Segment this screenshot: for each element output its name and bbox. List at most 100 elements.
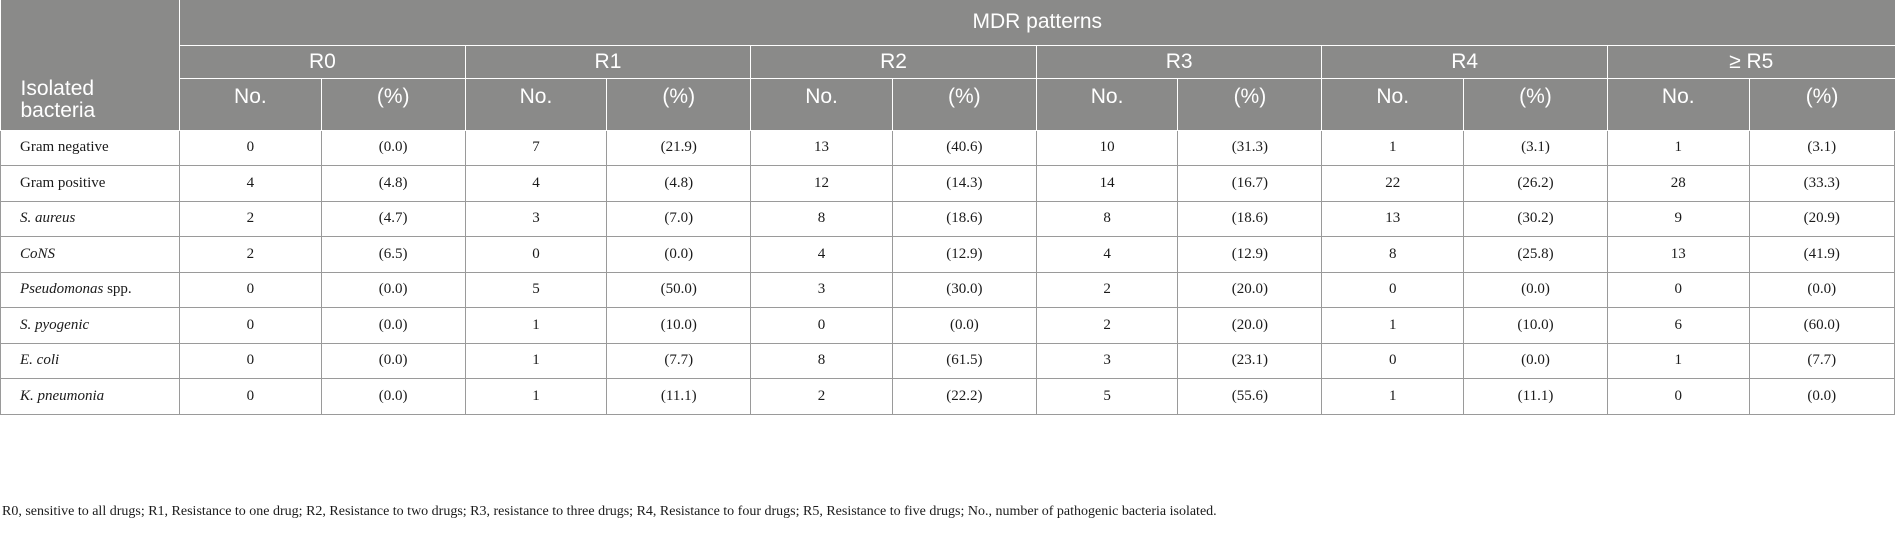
count-cell: 2 bbox=[179, 201, 322, 237]
count-cell: 13 bbox=[750, 130, 893, 166]
percent-cell: (23.1) bbox=[1177, 343, 1322, 379]
count-cell: 0 bbox=[1321, 272, 1464, 308]
count-cell: 8 bbox=[1321, 236, 1464, 273]
percent-cell: (12.9) bbox=[1177, 236, 1322, 273]
percent-cell: (0.0) bbox=[606, 236, 751, 273]
count-cell: 13 bbox=[1321, 201, 1464, 237]
count-cell: 4 bbox=[1035, 236, 1178, 273]
pattern-header-0: R0 bbox=[179, 45, 466, 79]
count-cell: 1 bbox=[464, 378, 607, 415]
count-cell: 14 bbox=[1035, 165, 1178, 202]
bacteria-name: Gram negative bbox=[20, 139, 109, 156]
pattern-header-3: R3 bbox=[1035, 45, 1322, 79]
pattern-header-1: R1 bbox=[464, 45, 751, 79]
percent-cell: (7.0) bbox=[606, 201, 751, 237]
subheader-no: No. bbox=[1035, 78, 1178, 131]
percent-cell: (3.1) bbox=[1748, 130, 1896, 166]
percent-cell: (16.7) bbox=[1177, 165, 1322, 202]
bacteria-name-cell: Gram negative bbox=[0, 130, 180, 166]
count-cell: 8 bbox=[750, 201, 893, 237]
percent-cell: (11.1) bbox=[606, 378, 751, 415]
subheader-no: No. bbox=[750, 78, 893, 131]
bacteria-name: Pseudomonas bbox=[20, 281, 104, 298]
subheader-no: No. bbox=[179, 78, 322, 131]
percent-cell: (0.0) bbox=[1462, 272, 1608, 308]
pattern-header-row: R0 R1 R2 R3 R4 ≥ R5 bbox=[1, 45, 1895, 79]
bacteria-name-cell: S. pyogenic bbox=[0, 307, 180, 344]
count-cell: 0 bbox=[179, 307, 322, 344]
count-cell: 0 bbox=[179, 378, 322, 415]
count-cell: 0 bbox=[179, 272, 322, 308]
percent-cell: (30.0) bbox=[891, 272, 1037, 308]
count-cell: 1 bbox=[1321, 130, 1464, 166]
count-cell: 4 bbox=[464, 165, 607, 202]
count-cell: 1 bbox=[1321, 307, 1464, 344]
row-header-label: Isolated bacteria bbox=[20, 76, 96, 122]
percent-cell: (4.7) bbox=[320, 201, 466, 237]
bacteria-name-cell: Pseudomonas spp. bbox=[0, 272, 180, 308]
table-row: S. aureus 2 (4.7) 3 (7.0) 8 (18.6) 8 (18.6) 13 (30… bbox=[0, 201, 1896, 237]
subheader-no: No. bbox=[464, 78, 607, 131]
percent-cell: (0.0) bbox=[1462, 343, 1608, 379]
count-cell: 4 bbox=[750, 236, 893, 273]
table-row: E. coli 0 (0.0) 1 (7.7) 8 (61.5) 3 (23.1) 0 (0.0) 1… bbox=[0, 343, 1896, 379]
percent-cell: (6.5) bbox=[320, 236, 466, 273]
subheader-pct: (%) bbox=[1177, 78, 1322, 131]
count-cell: 9 bbox=[1606, 201, 1750, 237]
percent-cell: (0.0) bbox=[320, 130, 466, 166]
count-cell: 0 bbox=[179, 130, 322, 166]
count-cell: 0 bbox=[1606, 272, 1750, 308]
subheader-pct: (%) bbox=[606, 78, 751, 131]
count-cell: 3 bbox=[750, 272, 893, 308]
percent-cell: (0.0) bbox=[320, 272, 466, 308]
percent-cell: (10.0) bbox=[1462, 307, 1608, 344]
count-cell: 1 bbox=[1606, 343, 1750, 379]
table-row: Gram negative 0 (0.0) 7 (21.9) 13 (40.6) 10 (31.… bbox=[0, 130, 1896, 166]
percent-cell: (40.6) bbox=[891, 130, 1037, 166]
count-cell: 2 bbox=[750, 378, 893, 415]
table-footnote: R0, sensitive to all drugs; R1, Resistan… bbox=[2, 504, 1217, 519]
percent-cell: (4.8) bbox=[320, 165, 466, 202]
count-cell: 13 bbox=[1606, 236, 1750, 273]
count-cell: 2 bbox=[1035, 272, 1178, 308]
bacteria-name-cell: CoNS bbox=[0, 236, 180, 273]
pattern-header-5: ≥ R5 bbox=[1606, 45, 1895, 79]
percent-cell: (10.0) bbox=[606, 307, 751, 344]
percent-cell: (30.2) bbox=[1462, 201, 1608, 237]
bacteria-name-cell: Gram positive bbox=[0, 165, 180, 202]
group-header-mdr-patterns: MDR patterns bbox=[179, 0, 1895, 46]
bacteria-name: S. aureus bbox=[20, 210, 76, 227]
percent-cell: (61.5) bbox=[891, 343, 1037, 379]
count-cell: 22 bbox=[1321, 165, 1464, 202]
count-cell: 5 bbox=[1035, 378, 1178, 415]
percent-cell: (50.0) bbox=[606, 272, 751, 308]
pattern-header-4: R4 bbox=[1321, 45, 1608, 79]
percent-cell: (22.2) bbox=[891, 378, 1037, 415]
percent-cell: (26.2) bbox=[1462, 165, 1608, 202]
percent-cell: (7.7) bbox=[606, 343, 751, 379]
count-cell: 2 bbox=[179, 236, 322, 273]
count-cell: 12 bbox=[750, 165, 893, 202]
subheader-no: No. bbox=[1321, 78, 1464, 131]
count-cell: 3 bbox=[464, 201, 607, 237]
bacteria-name: K. pneumonia bbox=[20, 387, 105, 404]
count-cell: 0 bbox=[464, 236, 607, 273]
percent-cell: (18.6) bbox=[891, 201, 1037, 237]
bacteria-name: S. pyogenic bbox=[20, 316, 90, 333]
table-figure: Isolated bacteria MDR patterns R0 R1 R2 R3 R… bbox=[0, 0, 1896, 519]
percent-cell: (12.9) bbox=[891, 236, 1037, 273]
count-cell: 8 bbox=[1035, 201, 1178, 237]
table-body: Gram negative 0 (0.0) 7 (21.9) 13 (40.6) 10 (31.… bbox=[0, 130, 1896, 415]
percent-cell: (25.8) bbox=[1462, 236, 1608, 273]
table-row: Pseudomonas spp. 0 (0.0) 5 (50.0) 3 (30.0) 2 (20… bbox=[0, 272, 1896, 308]
percent-cell: (0.0) bbox=[320, 378, 466, 415]
table-row: K. pneumonia 0 (0.0) 1 (11.1) 2 (22.2) 5 (55.6) 1… bbox=[0, 378, 1896, 415]
count-cell: 7 bbox=[464, 130, 607, 166]
count-cell: 8 bbox=[750, 343, 893, 379]
count-cell: 5 bbox=[464, 272, 607, 308]
bacteria-name-cell: E. coli bbox=[0, 343, 180, 379]
subheader-pct: (%) bbox=[1748, 78, 1895, 131]
mdr-patterns-table: Isolated bacteria MDR patterns R0 R1 R2 R3 R… bbox=[0, 0, 1896, 415]
percent-cell: (20.0) bbox=[1177, 307, 1322, 344]
percent-cell: (55.6) bbox=[1177, 378, 1322, 415]
